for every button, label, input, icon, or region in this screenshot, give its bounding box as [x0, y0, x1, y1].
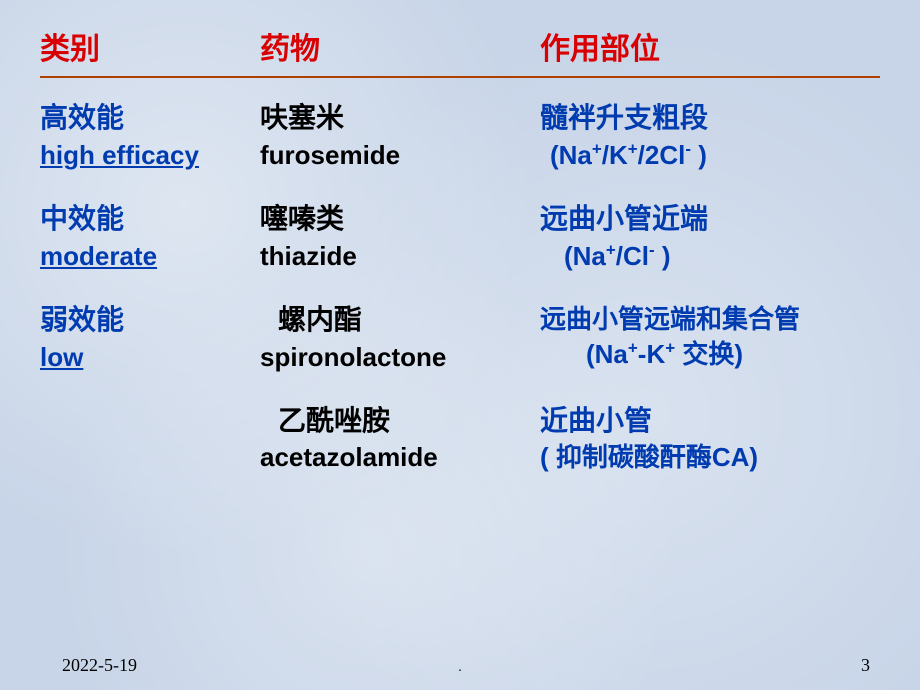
table-header-row: 类别 药物 作用部位 [40, 20, 880, 78]
site-cell: 远曲小管近端 (Na+/Cl- ) [540, 201, 880, 274]
ion-sup: + [628, 139, 638, 158]
site-en: ( 抑制碳酸酐酶CA) [540, 440, 880, 475]
drug-en: thiazide [260, 239, 540, 274]
ion-text: (Na [550, 140, 592, 170]
ion-text: /2Cl [638, 140, 686, 170]
site-cn: 近曲小管 [540, 403, 880, 441]
category-cell: 弱效能 low [40, 302, 260, 375]
footer-date: 2022-5-19 [62, 655, 137, 676]
site-cn: 髓袢升支粗段 [540, 100, 880, 138]
ion-text: ) [655, 241, 671, 271]
ion-text: (Na [586, 339, 628, 369]
ion-text: (Na [564, 241, 606, 271]
site-en: (Na+-K+ 交换) [540, 337, 880, 372]
site-cell: 远曲小管远端和集合管 (Na+-K+ 交换) [540, 302, 880, 375]
drug-en: furosemide [260, 138, 540, 173]
drug-cn: 乙酰唑胺 [260, 403, 540, 441]
drug-cn: 呋塞米 [260, 100, 540, 138]
category-cn: 弱效能 [40, 302, 260, 340]
table-row: 高效能 high efficacy 呋塞米 furosemide 髓袢升支粗段 … [40, 100, 880, 173]
category-cn: 高效能 [40, 100, 260, 138]
ion-sup: + [628, 338, 638, 357]
category-cn: 中效能 [40, 201, 260, 239]
table-row: 中效能 moderate 噻嗪类 thiazide 远曲小管近端 (Na+/Cl… [40, 201, 880, 274]
site-en: (Na+/K+/2Cl- ) [540, 138, 880, 173]
header-drug: 药物 [260, 24, 540, 68]
site-cell: 近曲小管 ( 抑制碳酸酐酶CA) [540, 403, 880, 476]
table-row: 弱效能 low 螺内酯 spironolactone 远曲小管远端和集合管 (N… [40, 302, 880, 375]
drug-cell: 螺内酯 spironolactone [260, 302, 540, 375]
footer-page-number: 3 [861, 655, 870, 676]
ion-sup: + [592, 139, 602, 158]
drug-cell: 乙酰唑胺 acetazolamide [260, 403, 540, 476]
site-cn: 远曲小管远端和集合管 [540, 302, 880, 337]
ion-text: 交换) [675, 339, 743, 369]
ion-text: /Cl [616, 241, 649, 271]
footer-center-dot: . [458, 660, 462, 676]
ion-sup: + [606, 240, 616, 259]
category-en: high efficacy [40, 138, 260, 173]
drug-cell: 噻嗪类 thiazide [260, 201, 540, 274]
ion-text: /K [602, 140, 628, 170]
ion-text: ) [691, 140, 707, 170]
category-cell: 高效能 high efficacy [40, 100, 260, 173]
table-row: 乙酰唑胺 acetazolamide 近曲小管 ( 抑制碳酸酐酶CA) [40, 403, 880, 476]
category-en: low [40, 340, 260, 375]
site-en: (Na+/Cl- ) [540, 239, 880, 274]
site-cn: 远曲小管近端 [540, 201, 880, 239]
header-category: 类别 [40, 24, 260, 68]
table-body: 高效能 high efficacy 呋塞米 furosemide 髓袢升支粗段 … [40, 78, 880, 476]
drug-cell: 呋塞米 furosemide [260, 100, 540, 173]
drug-en: spironolactone [260, 340, 540, 375]
ion-sup: + [665, 338, 675, 357]
drug-cn: 螺内酯 [260, 302, 540, 340]
header-site: 作用部位 [540, 24, 880, 68]
category-cell [40, 403, 260, 476]
drug-cn: 噻嗪类 [260, 201, 540, 239]
site-cell: 髓袢升支粗段 (Na+/K+/2Cl- ) [540, 100, 880, 173]
slide-container: 类别 药物 作用部位 高效能 high efficacy 呋塞米 furosem… [0, 0, 920, 690]
category-en: moderate [40, 239, 260, 274]
drug-en: acetazolamide [260, 440, 540, 475]
ion-text: -K [638, 339, 665, 369]
category-cell: 中效能 moderate [40, 201, 260, 274]
slide-footer: 2022-5-19 3 [62, 655, 870, 676]
